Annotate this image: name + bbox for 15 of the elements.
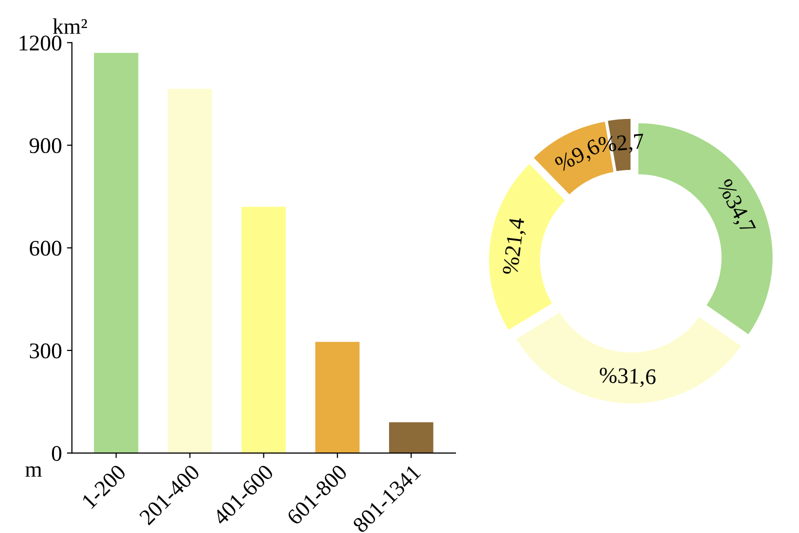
x-axis-title: m [25,466,42,477]
y-tick-label: 900 [30,138,62,154]
y-tick-label: 600 [30,240,62,256]
bar [389,422,434,454]
y-tick-label: 0 [52,446,62,461]
data-label: %21,4 [502,217,528,276]
y-tick-label: 300 [30,343,62,358]
data-label: %2,7 [598,134,644,156]
bar [168,88,212,454]
y-tick-label: 1200 [20,36,62,51]
bar [94,52,138,454]
y-axis-title: km² [52,18,88,34]
bar [315,342,360,454]
bar [242,206,286,454]
data-label: %31,6 [599,368,656,388]
